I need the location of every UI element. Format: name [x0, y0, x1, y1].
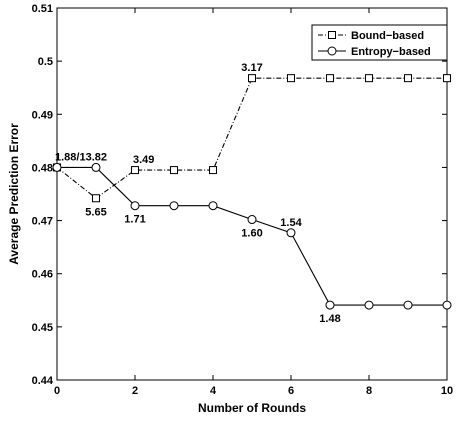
- series-line-bound-based: [56, 77, 447, 199]
- data-label: 1.48: [319, 313, 340, 325]
- legend-square-marker-icon: [328, 31, 336, 39]
- series-layer: [52, 74, 452, 310]
- data-label: 3.17: [241, 62, 262, 74]
- data-point-square: [326, 74, 334, 83]
- x-tick-label: 4: [210, 385, 217, 397]
- y-axis-title: Average Prediction Error: [7, 123, 21, 265]
- data-point-circle: [91, 162, 101, 172]
- y-axis-ticks: 0.44 0.45 0.46 0.47 0.48 0.49 0.5 0.51: [32, 3, 447, 387]
- data-label: 1.71: [124, 214, 145, 226]
- data-point-square: [92, 194, 100, 203]
- data-label: 1.60: [241, 228, 262, 240]
- data-point-square: [170, 166, 178, 175]
- x-tick-label: 6: [288, 385, 294, 397]
- legend-label-entropy: Entropy−based: [351, 46, 431, 58]
- x-tick-label: 10: [441, 385, 453, 397]
- y-tick-label: 0.5: [38, 56, 53, 68]
- y-tick-label: 0.51: [32, 3, 53, 15]
- data-point-circle: [208, 201, 218, 211]
- data-label: 5.65: [85, 206, 106, 218]
- data-label: 1.54: [280, 217, 302, 229]
- x-tick-label: 8: [366, 385, 372, 397]
- plot-area-frame: [56, 7, 448, 381]
- y-tick-label: 0.44: [32, 375, 54, 387]
- x-axis-title: Number of Rounds: [198, 401, 306, 415]
- data-point-square: [209, 166, 217, 175]
- legend-label-bound: Bound−based: [351, 30, 424, 42]
- legend: Bound−based Entropy−based: [311, 24, 448, 61]
- x-axis-ticks: 0 2 4 6 8 10: [54, 8, 453, 397]
- data-point-square: [404, 74, 412, 83]
- data-point-square: [287, 74, 295, 83]
- data-point-circle: [364, 300, 374, 310]
- y-tick-label: 0.45: [32, 322, 53, 334]
- data-point-circle: [169, 201, 179, 211]
- data-point-circle: [52, 162, 62, 172]
- data-point-circle: [325, 300, 335, 310]
- data-point-circle: [442, 300, 452, 310]
- data-point-square: [248, 74, 256, 83]
- x-tick-label: 0: [54, 385, 60, 397]
- y-tick-label: 0.47: [32, 216, 53, 228]
- data-point-circle: [403, 300, 413, 310]
- data-label: 1.88/13.82: [55, 151, 107, 163]
- data-point-square: [365, 74, 373, 83]
- data-label: 3.49: [133, 154, 154, 166]
- x-tick-label: 2: [132, 385, 138, 397]
- legend-circle-marker-icon: [327, 46, 337, 56]
- annotation-layer: 1.88/13.82 5.65 3.49 3.17 1.71 1.60 1.54 1.48: [55, 62, 341, 325]
- data-point-square: [443, 74, 451, 83]
- y-tick-label: 0.46: [32, 269, 53, 281]
- data-point-circle: [247, 215, 257, 225]
- data-point-square: [131, 166, 139, 175]
- y-tick-label: 0.49: [32, 109, 53, 121]
- data-point-circle: [286, 228, 296, 238]
- y-tick-label: 0.48: [32, 162, 53, 174]
- data-point-circle: [130, 201, 140, 211]
